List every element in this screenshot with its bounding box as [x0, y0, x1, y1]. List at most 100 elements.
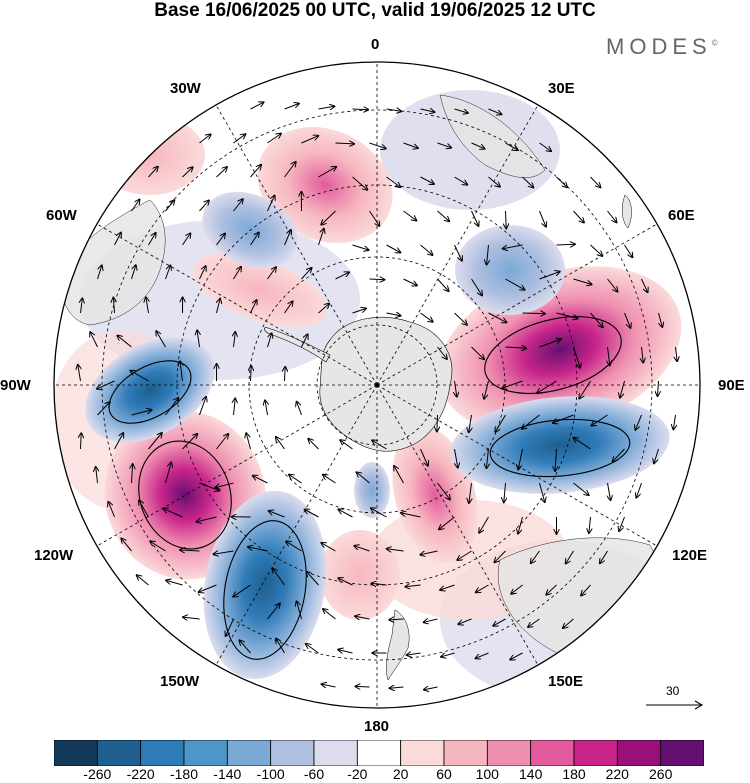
wind-arrow — [600, 550, 608, 563]
wind-arrow — [386, 109, 402, 111]
wind-arrow — [437, 346, 447, 359]
label-120w: 120W — [34, 547, 74, 564]
wind-arrow — [197, 516, 217, 522]
wind-arrow — [469, 414, 472, 432]
wind-arrow — [441, 652, 455, 657]
wind-arrow — [590, 244, 603, 256]
wind-arrow — [335, 272, 350, 280]
colorbar-cell — [183, 740, 228, 766]
antarctica — [319, 317, 453, 452]
wind-arrow — [488, 312, 507, 322]
colorbar-cell — [356, 740, 402, 766]
label-30w: 30W — [170, 80, 201, 97]
wind-arrow — [573, 482, 589, 495]
wind-arrow — [420, 244, 433, 255]
wind-arrow — [114, 233, 121, 246]
wind-arrow — [321, 543, 336, 552]
wind-arrow — [97, 380, 115, 389]
wind-arrow — [589, 516, 591, 533]
wind-arrow — [199, 397, 207, 416]
wind-arrow — [620, 380, 625, 398]
colorbar-cell — [616, 740, 662, 766]
wind-arrow — [233, 584, 251, 597]
wind-arrow — [318, 229, 324, 246]
wind-arrow — [301, 268, 312, 280]
wind-arrow — [214, 551, 234, 554]
wind-arrow — [371, 508, 387, 518]
wind-arrow — [156, 331, 166, 348]
wind-arrow — [357, 472, 370, 484]
wind-arrow — [354, 546, 370, 552]
wind-arrow — [493, 618, 506, 626]
wind-arrow — [323, 609, 336, 620]
wind-arrow — [484, 380, 489, 399]
label-60e: 60E — [668, 207, 695, 224]
wind-arrow — [454, 244, 462, 261]
wind-arrow — [676, 346, 678, 361]
wind-arrow — [216, 234, 226, 246]
wind-arrow — [284, 162, 296, 178]
madagascar — [621, 194, 632, 229]
wind-arrow — [108, 502, 115, 518]
wind-arrow — [355, 616, 370, 619]
wind-arrow — [403, 142, 418, 148]
wind-arrow — [199, 200, 209, 212]
wind-arrow — [121, 539, 132, 552]
colorbar-tick-label: -260 — [83, 766, 112, 782]
wind-arrow — [563, 618, 574, 628]
colorbar-tick-label: -100 — [256, 766, 285, 782]
wind-arrow — [642, 346, 644, 363]
wind-arrow — [641, 278, 648, 292]
colorbar-cell — [573, 740, 618, 766]
wind-arrow — [308, 439, 319, 450]
wind-arrow — [531, 550, 540, 563]
wind-arrow — [338, 650, 353, 653]
wind-arrow — [455, 380, 457, 397]
wind-arrow — [539, 272, 560, 280]
colorbar-cell — [270, 740, 315, 766]
wind-arrow — [553, 414, 574, 423]
south-america — [59, 199, 166, 326]
wind-arrow — [555, 448, 557, 471]
wind-arrow — [352, 176, 368, 190]
wind-arrow — [267, 267, 276, 280]
wind-arrow — [352, 244, 369, 250]
wind-arrow — [97, 402, 110, 416]
wind-arrow — [386, 176, 401, 187]
wind-arrow — [420, 109, 435, 112]
wind-arrow — [471, 142, 485, 149]
wind-arrow — [90, 332, 98, 348]
wind-arrow — [297, 402, 302, 416]
wind-arrow — [573, 210, 584, 223]
wind-arrow — [233, 199, 243, 212]
reference-vector-arrow — [646, 700, 704, 710]
wind-arrow — [199, 134, 211, 144]
wind-arrow — [573, 346, 581, 368]
wind-arrow — [148, 433, 162, 450]
wind-arrow — [574, 438, 591, 450]
wind-arrow — [539, 142, 552, 151]
wind-arrow — [437, 142, 452, 148]
wind-arrow — [573, 278, 592, 284]
wind-arrow — [137, 575, 149, 586]
wind-arrow — [81, 299, 83, 314]
colorbar-cell — [530, 740, 575, 766]
wind-arrow — [437, 414, 438, 431]
wind-arrow — [471, 278, 483, 295]
wind-arrow — [165, 200, 175, 212]
wind-arrow — [537, 380, 557, 393]
colorbar-cell — [313, 740, 358, 766]
wind-arrow — [267, 604, 280, 620]
wind-arrow — [581, 584, 591, 595]
wind-arrow — [455, 448, 458, 468]
wind-arrow — [476, 584, 489, 592]
wind-arrow — [454, 312, 467, 325]
wind-arrow — [471, 210, 479, 226]
wind-arrow — [504, 482, 506, 502]
wind-arrow — [339, 509, 353, 518]
wind-arrow — [96, 467, 98, 484]
label-90w: 90W — [0, 377, 31, 394]
wind-arrow — [502, 380, 523, 388]
wind-arrow — [458, 618, 472, 624]
wind-arrow — [217, 299, 221, 314]
